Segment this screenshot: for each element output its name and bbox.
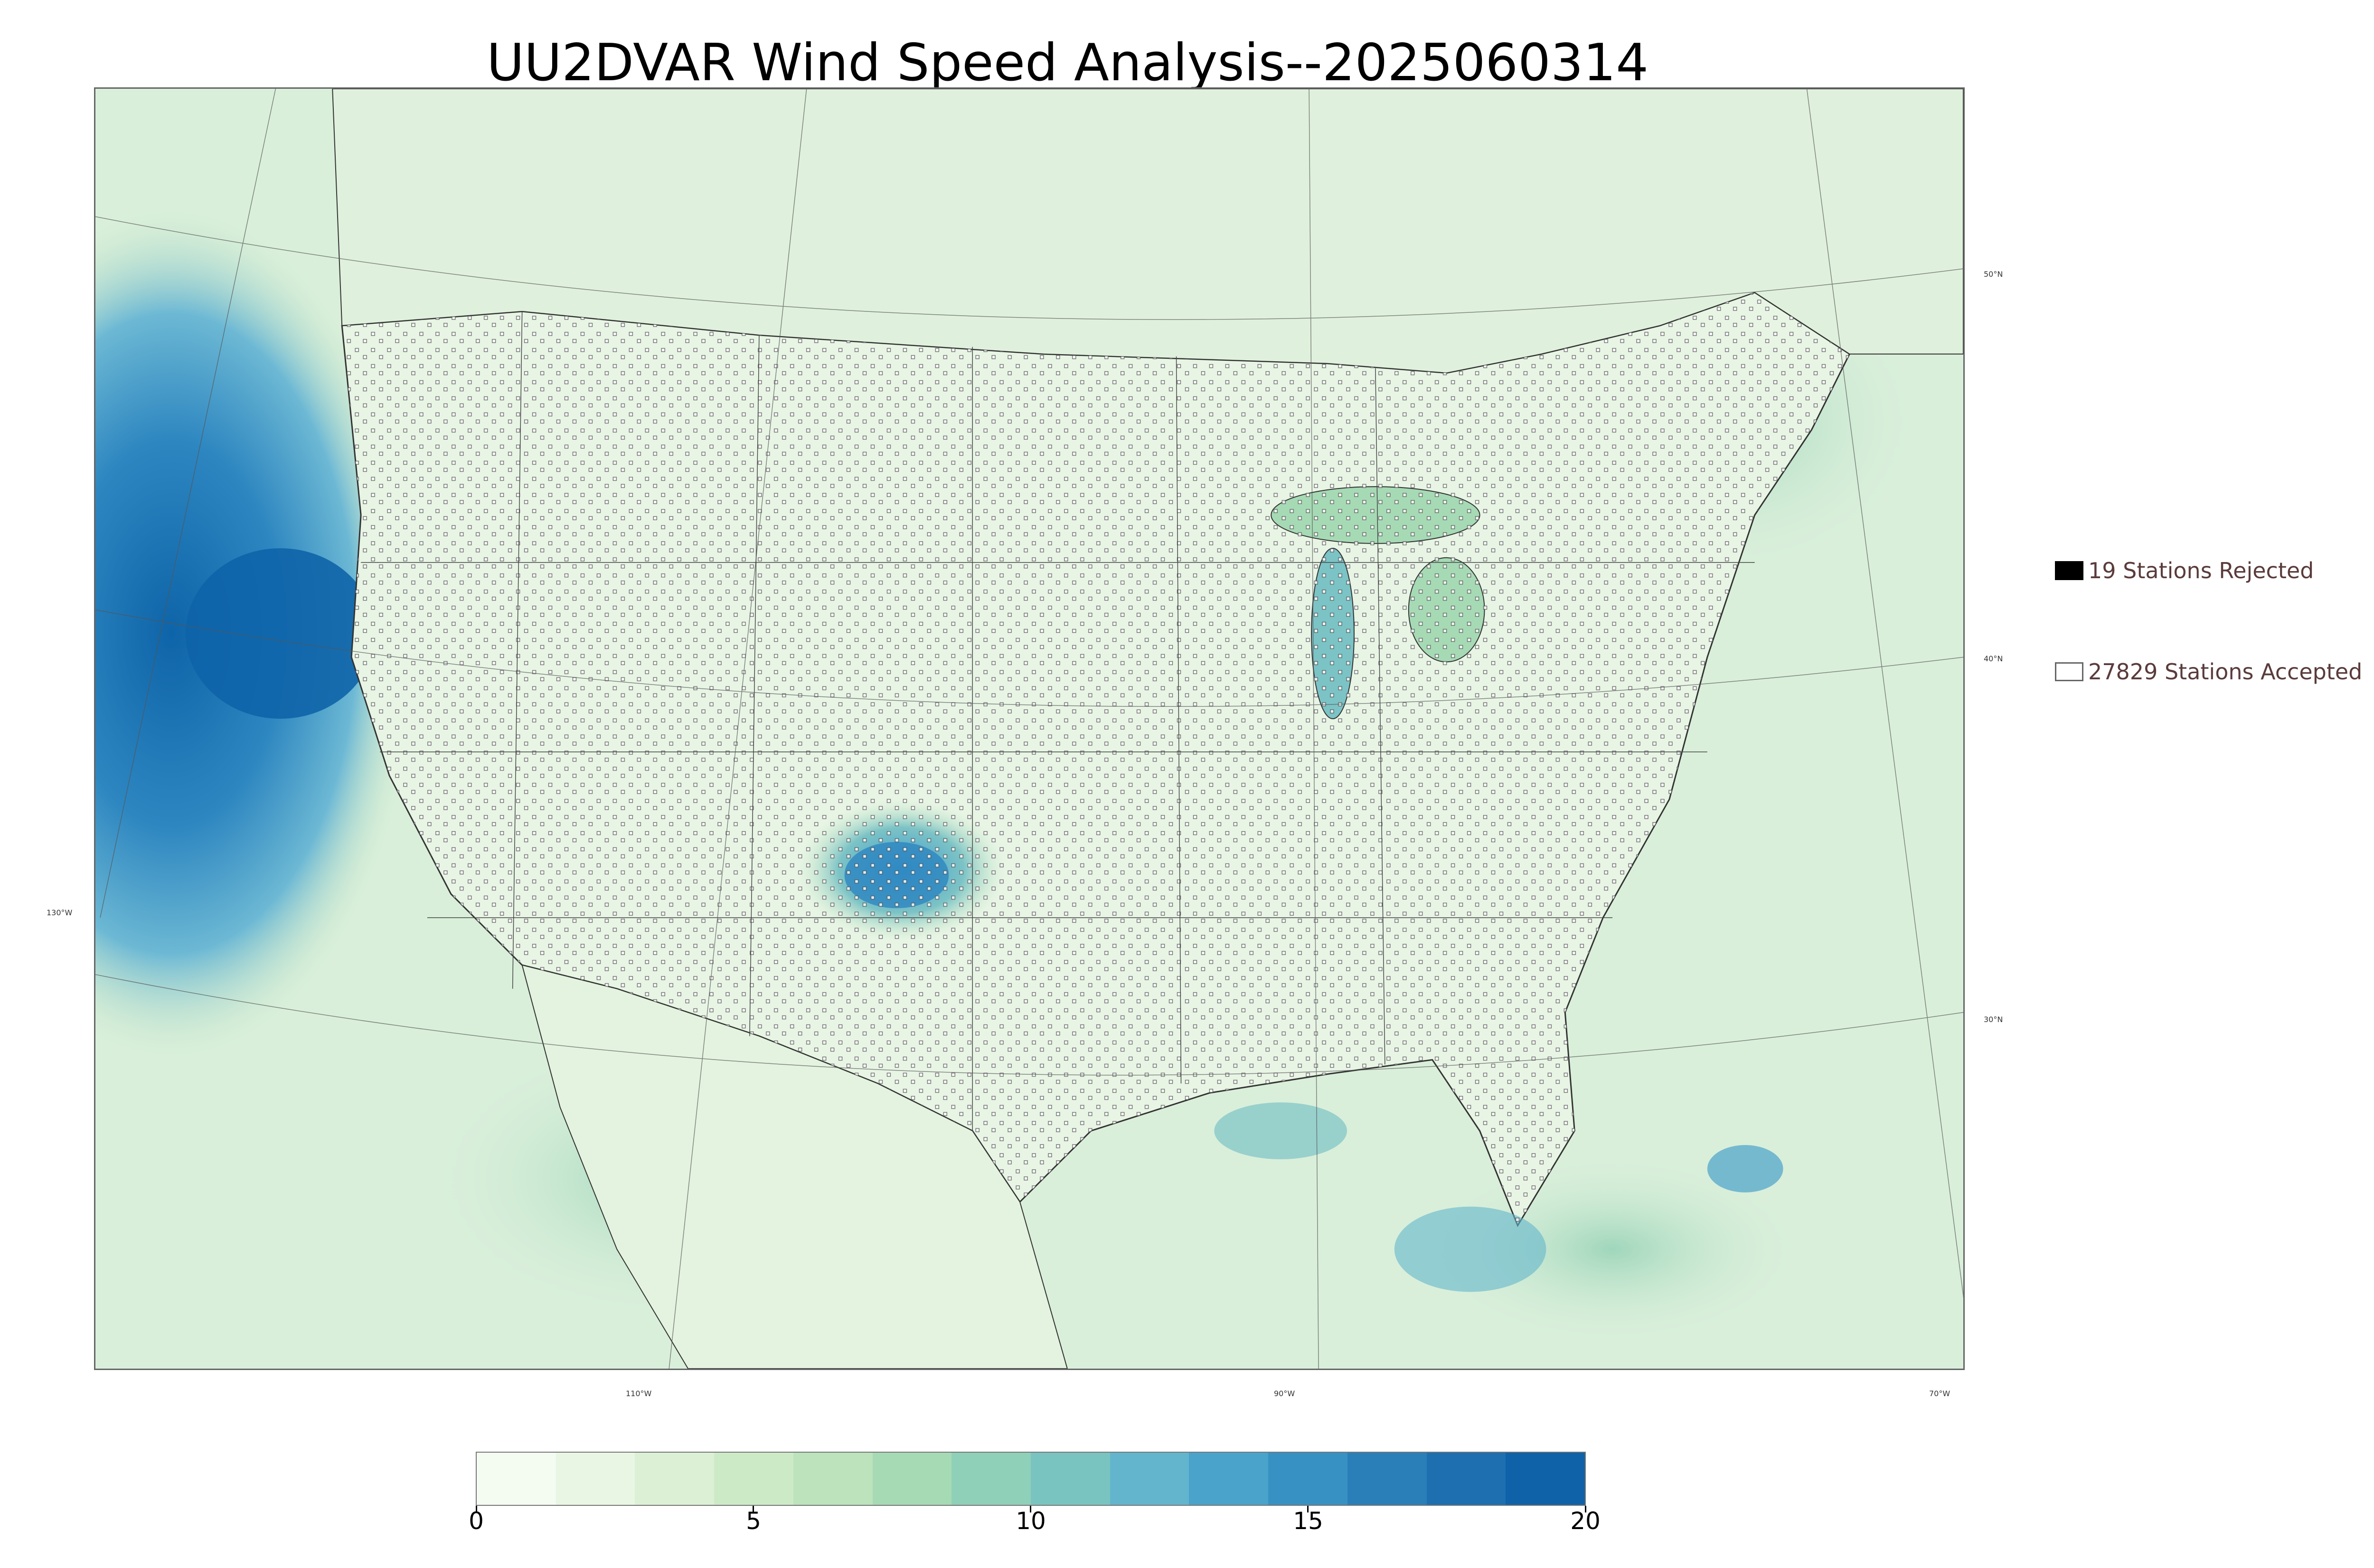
lon-label-110w: 110°W: [626, 1389, 652, 1398]
colorbar: [476, 1452, 1586, 1506]
colorbar-label-20: 20: [1570, 1507, 1601, 1535]
lat-label-40n: 40°N: [1984, 654, 2003, 663]
colorbar-segment: [1506, 1453, 1585, 1505]
colorbar-label-15: 15: [1293, 1507, 1323, 1535]
chart-title: UU2DVAR Wind Speed Analysis--2025060314: [487, 33, 1649, 93]
colorbar-segment: [714, 1453, 793, 1505]
colorbar-label-0: 0: [469, 1507, 484, 1535]
legend-accepted-label: 27829 Stations Accepted: [2088, 659, 2363, 685]
colorbar-segment: [477, 1453, 556, 1505]
colorbar-segment: [1189, 1453, 1269, 1505]
colorbar-segment: [1110, 1453, 1189, 1505]
colorbar-segment: [1347, 1453, 1427, 1505]
legend-accepted: 27829 Stations Accepted: [2055, 659, 2362, 685]
colorbar-segment: [793, 1453, 873, 1505]
colorbar-segment: [1268, 1453, 1347, 1505]
graticule: [95, 89, 1963, 1369]
colorbar-segment: [872, 1453, 952, 1505]
gulf-wind-patch: [1214, 1102, 1347, 1159]
legend-rejected-label: 19 Stations Rejected: [2088, 558, 2314, 583]
lat-label-50n: 50°N: [1984, 270, 2003, 279]
station-markers: [342, 292, 1850, 1226]
colorbar-tick: [753, 1506, 754, 1512]
lon-label-70w: 70°W: [1929, 1389, 1950, 1398]
colorbar-tick: [476, 1506, 477, 1512]
lon-label-130w: 130°W: [47, 908, 73, 917]
colorbar-tick: [1307, 1506, 1309, 1512]
accepted-marker-swatch: [2055, 662, 2083, 681]
colorbar-tick: [1030, 1506, 1031, 1512]
colorbar-segment: [556, 1453, 635, 1505]
state-boundaries: [361, 311, 1755, 1131]
pacific-max-wind-core: [185, 548, 376, 719]
lat-label-30n: 30°N: [1984, 1015, 2003, 1024]
legend-rejected: 19 Stations Rejected: [2055, 558, 2314, 583]
colorbar-label-5: 5: [746, 1507, 761, 1535]
colorbar-label-10: 10: [1016, 1507, 1046, 1535]
lon-label-90w: 90°W: [1274, 1389, 1295, 1398]
colorbar-segment: [635, 1453, 715, 1505]
colorbar-tick: [1585, 1506, 1586, 1512]
atlantic-wind-patch: [1707, 1145, 1783, 1192]
rejected-marker-swatch: [2055, 561, 2083, 580]
wind-speed-map: [94, 87, 1965, 1370]
map-svg: [95, 89, 1963, 1369]
colorbar-segment: [1031, 1453, 1110, 1505]
gulf-wind-patch: [1394, 1206, 1546, 1292]
colorbar-segment: [951, 1453, 1031, 1505]
colorbar-segment: [1426, 1453, 1506, 1505]
